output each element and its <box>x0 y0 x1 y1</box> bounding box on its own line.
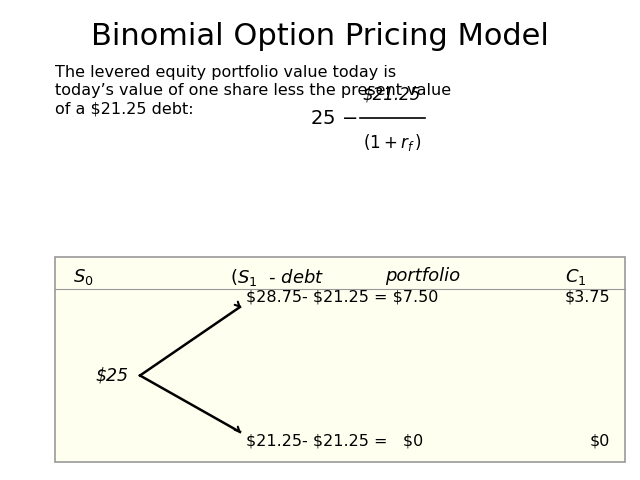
Text: The levered equity portfolio value today is: The levered equity portfolio value today… <box>55 65 396 80</box>
Bar <box>55 257 625 462</box>
Text: $S_0$: $S_0$ <box>73 267 93 287</box>
Text: $(S_1$  - debt: $(S_1$ - debt <box>230 267 324 288</box>
Text: $3.75: $3.75 <box>564 290 610 305</box>
Text: today’s value of one share less the present value: today’s value of one share less the pres… <box>55 83 451 98</box>
Text: $(1+r_{f}\,)$: $(1+r_{f}\,)$ <box>363 132 421 153</box>
Text: Binomial Option Pricing Model: Binomial Option Pricing Model <box>91 22 549 51</box>
Text: $21.25- $21.25 =   $0: $21.25- $21.25 = $0 <box>246 434 423 449</box>
Text: $21.25: $21.25 <box>363 86 421 104</box>
Text: portfolio: portfolio <box>385 267 460 285</box>
Text: of a $21.25 debt:: of a $21.25 debt: <box>55 101 194 116</box>
Text: $25\,-$: $25\,-$ <box>310 108 358 128</box>
Text: $25: $25 <box>95 367 128 384</box>
Text: $28.75- $21.25 = $7.50: $28.75- $21.25 = $7.50 <box>246 290 438 305</box>
Text: $C_1$: $C_1$ <box>565 267 586 287</box>
Text: $0: $0 <box>589 434 610 449</box>
